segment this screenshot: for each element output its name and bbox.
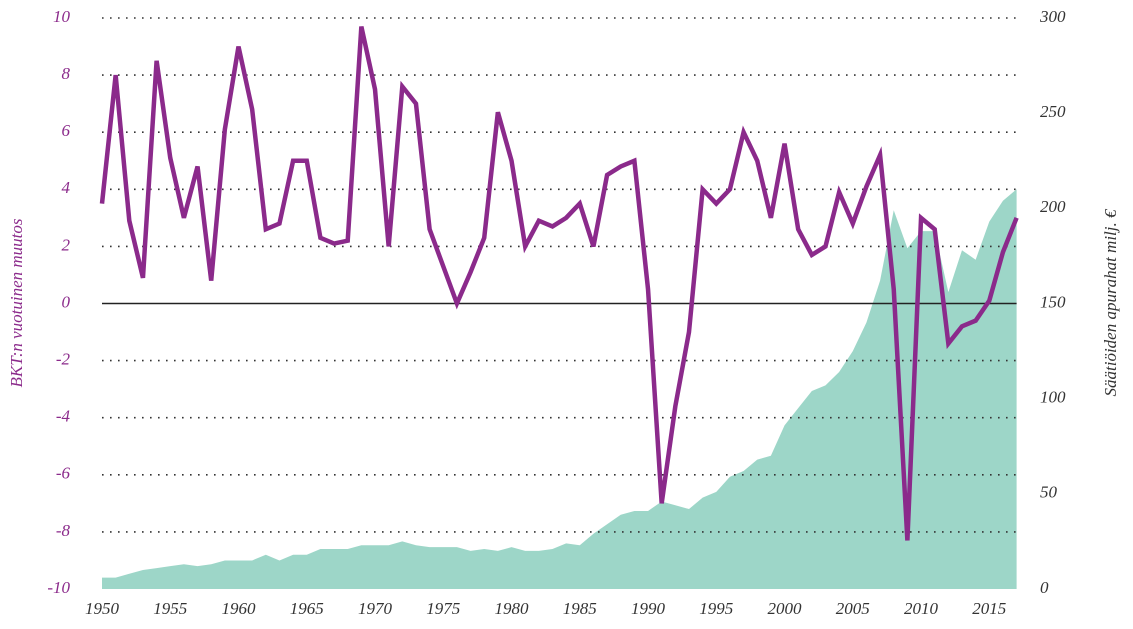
y-tick-label: -2	[56, 350, 71, 369]
line	[99, 26, 1019, 541]
y2-tick-label: 300	[1039, 7, 1066, 26]
y-tick-label: 10	[53, 7, 71, 26]
y2-axis-label: Säätiöiden apurahat milj. €	[1101, 208, 1120, 397]
x-tick-label: 1995	[699, 599, 733, 618]
x-tick-label: 1955	[153, 599, 187, 618]
x-tick-label: 1990	[631, 599, 666, 618]
x-tick-label: 1960	[222, 599, 257, 618]
x-tick-label: 1965	[290, 599, 324, 618]
y-tick-label: -10	[47, 578, 70, 597]
y-tick-label: -6	[56, 464, 71, 483]
area	[102, 189, 1017, 590]
y-axis-label: BKT:n vuotuinen muutos	[7, 218, 26, 387]
y-tick-label: -8	[56, 521, 71, 540]
x-tick-label: 1985	[563, 599, 597, 618]
y2-tick-label: 200	[1040, 197, 1066, 216]
x-tick-label: 1970	[358, 599, 393, 618]
x-tick-label: 2010	[904, 599, 939, 618]
x-tick-label: 2005	[836, 599, 870, 618]
y-tick-label: 2	[62, 235, 71, 254]
y2-tick-label: 150	[1040, 292, 1066, 311]
x-tick-label: 2015	[972, 599, 1006, 618]
y-tick-label: 8	[62, 64, 71, 83]
x-tick-label: 1950	[85, 599, 120, 618]
x-tick-label: 1975	[426, 599, 460, 618]
x-tick-label: 1980	[495, 599, 530, 618]
y-tick-label: 4	[62, 178, 71, 197]
y2-tick-label: 50	[1040, 483, 1058, 502]
y2-tick-label: 250	[1040, 102, 1066, 121]
y2-tick-label: 0	[1040, 578, 1049, 597]
y-tick-label: 0	[62, 292, 71, 311]
y-tick-label: 6	[62, 121, 71, 140]
y2-tick-label: 100	[1040, 388, 1066, 407]
x-tick-label: 2000	[768, 599, 803, 618]
y-tick-label: -4	[56, 407, 71, 426]
